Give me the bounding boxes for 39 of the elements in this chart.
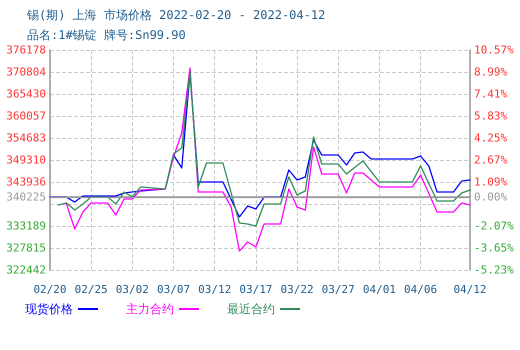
chart-title: 锡(期) 上海 市场价格 2022-02-20 - 2022-04-12: [26, 8, 326, 22]
x-tick-label: 04/12: [453, 283, 487, 296]
x-tick-label: 03/27: [322, 283, 355, 296]
y-tick-label: 327815: [6, 242, 46, 255]
legend-label: 现货价格: [25, 302, 73, 316]
y2-tick-label: -5.23%: [474, 264, 514, 276]
x-tick-label: 02/25: [74, 283, 108, 296]
y2-tick-label: -3.65%: [474, 242, 514, 254]
legend-label: 最近合约: [227, 302, 275, 316]
x-tick-label: 02/20: [33, 283, 67, 296]
y-tick-label: 340225: [6, 190, 46, 204]
y2-tick-label: 4.25%: [474, 132, 508, 144]
y-tick-label: 349310: [6, 154, 46, 166]
x-tick-label: 03/07: [156, 283, 190, 296]
x-tick-label: 03/17: [239, 283, 272, 296]
y2-tick-label: -2.07%: [474, 220, 514, 232]
x-tick-label: 03/22: [280, 283, 314, 296]
y-tick-label: 370804: [6, 66, 46, 78]
y2-tick-label: 0.00%: [474, 190, 508, 204]
y-tick-label: 354683: [6, 132, 46, 145]
y-tick-label: 333189: [6, 220, 46, 232]
y-tick-label: 322442: [6, 264, 46, 276]
chart-subtitle: 品名:1#锡锭 牌号:Sn99.90: [27, 28, 186, 42]
y-tick-label: 376178: [6, 44, 46, 56]
y-tick-label: 343936: [6, 176, 46, 188]
x-tick-label: 04/06: [404, 283, 438, 296]
y2-tick-label: 8.99%: [474, 66, 508, 78]
x-tick-label: 03/02: [116, 283, 149, 296]
y2-tick-label: 2.67%: [474, 154, 508, 166]
y-tick-label: 360057: [6, 110, 46, 122]
line-series: [66, 67, 471, 252]
x-tick-label: 03/12: [198, 283, 232, 296]
x-tick-label: 04/01: [362, 283, 396, 296]
y2-tick-label: 1.09%: [474, 176, 508, 188]
legend-label: 主力合约: [126, 302, 174, 316]
y-tick-label: 365430: [6, 88, 46, 101]
y2-tick-label: 7.41%: [474, 88, 508, 100]
y2-tick-label: 10.57%: [474, 44, 514, 56]
y2-tick-label: 5.83%: [474, 110, 508, 122]
